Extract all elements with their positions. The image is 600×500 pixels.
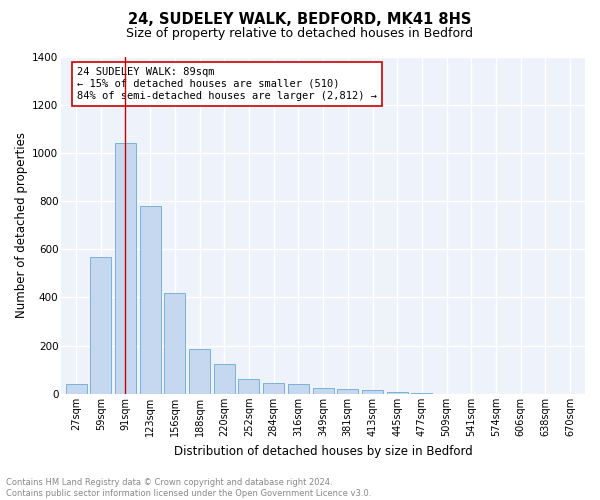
Text: Contains HM Land Registry data © Crown copyright and database right 2024.
Contai: Contains HM Land Registry data © Crown c… [6, 478, 371, 498]
Bar [140, 206, 161, 394]
Bar [90, 256, 111, 394]
Bar [115, 144, 136, 394]
Bar [238, 380, 259, 394]
Bar [362, 390, 383, 394]
Bar [337, 388, 358, 394]
Text: 24 SUDELEY WALK: 89sqm
← 15% of detached houses are smaller (510)
84% of semi-de: 24 SUDELEY WALK: 89sqm ← 15% of detached… [77, 68, 377, 100]
Bar [313, 388, 334, 394]
Bar [164, 292, 185, 394]
Text: Size of property relative to detached houses in Bedford: Size of property relative to detached ho… [127, 28, 473, 40]
X-axis label: Distribution of detached houses by size in Bedford: Distribution of detached houses by size … [174, 444, 472, 458]
Text: 24, SUDELEY WALK, BEDFORD, MK41 8HS: 24, SUDELEY WALK, BEDFORD, MK41 8HS [128, 12, 472, 28]
Y-axis label: Number of detached properties: Number of detached properties [15, 132, 28, 318]
Bar [387, 392, 408, 394]
Bar [65, 384, 86, 394]
Bar [263, 383, 284, 394]
Bar [288, 384, 309, 394]
Bar [214, 364, 235, 394]
Bar [412, 392, 433, 394]
Bar [189, 350, 210, 394]
